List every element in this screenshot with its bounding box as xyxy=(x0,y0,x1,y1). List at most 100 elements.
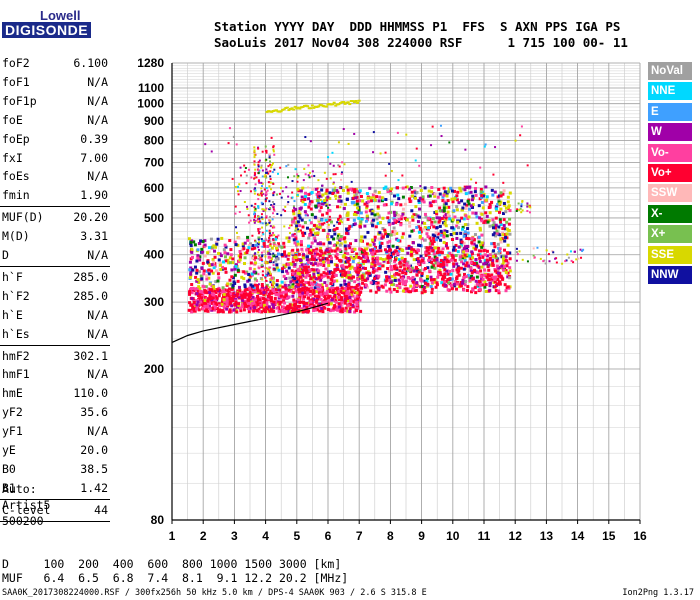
echo-point xyxy=(375,195,379,199)
echo-point xyxy=(393,277,397,281)
echo-point xyxy=(334,287,338,291)
echo-point xyxy=(200,267,204,271)
echo-point xyxy=(282,245,286,249)
echo-point xyxy=(337,308,341,312)
echo-point xyxy=(380,241,384,245)
echo-point xyxy=(248,303,252,307)
echo-point xyxy=(199,289,203,293)
echo-point xyxy=(367,200,371,204)
echo-point xyxy=(321,104,325,107)
echo-point xyxy=(373,277,377,281)
echo-point xyxy=(256,303,260,307)
echo-point xyxy=(346,260,350,264)
echo-point xyxy=(293,206,296,209)
echo-point xyxy=(397,258,401,262)
echo-point xyxy=(233,267,237,271)
echo-point xyxy=(494,289,498,293)
echo-point xyxy=(254,243,258,247)
echo-point xyxy=(468,207,472,211)
echo-point xyxy=(312,272,316,276)
x-tick-label: 5 xyxy=(293,529,300,543)
echo-point xyxy=(311,170,314,173)
echo-point xyxy=(520,205,523,208)
echo-point xyxy=(471,256,475,260)
echo-point xyxy=(470,290,474,294)
echo-point xyxy=(253,267,256,270)
echo-point xyxy=(247,272,251,276)
echo-point xyxy=(455,287,459,291)
echo-point xyxy=(317,269,321,273)
echo-point xyxy=(231,257,235,261)
echo-point xyxy=(429,278,433,282)
echo-point xyxy=(352,257,356,261)
echo-point xyxy=(423,279,427,283)
echo-point xyxy=(318,305,322,309)
echo-point xyxy=(234,243,238,247)
echo-point xyxy=(253,146,256,149)
echo-point xyxy=(272,225,275,228)
echo-point xyxy=(408,197,412,201)
echo-point xyxy=(262,241,266,245)
echo-point xyxy=(309,228,313,232)
echo-point xyxy=(328,103,331,106)
echo-point xyxy=(321,213,325,217)
echo-point xyxy=(342,287,346,291)
echo-point xyxy=(291,294,295,298)
echo-point xyxy=(498,247,502,251)
echo-point xyxy=(459,266,463,270)
y-tick-label: 1100 xyxy=(138,81,164,95)
echo-point xyxy=(320,283,324,287)
echo-point xyxy=(477,240,481,244)
echo-point xyxy=(375,249,379,253)
echo-point xyxy=(357,290,361,294)
echo-point xyxy=(387,269,391,273)
echo-point xyxy=(348,246,352,250)
echo-point xyxy=(189,244,193,248)
echo-point xyxy=(485,258,489,262)
echo-point xyxy=(579,248,582,251)
echo-point xyxy=(395,250,399,254)
echo-point xyxy=(291,209,295,213)
echo-point xyxy=(295,284,299,288)
echo-point xyxy=(438,218,442,222)
echo-point xyxy=(254,259,257,262)
echo-point xyxy=(315,299,319,303)
echo-point xyxy=(491,261,495,265)
autoscale-line-3: 500200 xyxy=(2,514,44,528)
echo-point xyxy=(271,171,274,174)
echo-point xyxy=(268,270,271,273)
echo-point xyxy=(340,296,344,300)
echo-point xyxy=(301,256,305,260)
echo-point xyxy=(484,211,488,215)
echo-point xyxy=(378,221,382,225)
echo-point xyxy=(526,210,529,213)
echo-point xyxy=(318,226,322,230)
echo-point xyxy=(491,255,495,259)
echo-point xyxy=(398,286,402,290)
echo-point xyxy=(403,202,407,206)
echo-point xyxy=(520,211,523,214)
echo-point xyxy=(222,293,226,297)
echo-point xyxy=(337,305,341,309)
echo-point xyxy=(250,306,254,310)
echo-point xyxy=(214,245,218,249)
echo-point xyxy=(398,280,402,284)
echo-point xyxy=(385,289,389,293)
echo-point xyxy=(371,209,375,213)
echo-point xyxy=(308,293,312,297)
echo-point xyxy=(253,160,256,163)
echo-point xyxy=(508,232,512,236)
echo-point xyxy=(239,306,243,310)
echo-point xyxy=(297,214,301,218)
echo-point xyxy=(441,221,445,225)
echo-point xyxy=(479,187,483,191)
x-tick-label: 10 xyxy=(446,529,460,543)
echo-point xyxy=(229,301,233,305)
echo-point xyxy=(423,226,427,230)
echo-point xyxy=(432,258,436,262)
echo-point xyxy=(460,227,464,231)
echo-point xyxy=(261,185,264,188)
echo-point xyxy=(443,200,447,204)
echo-point xyxy=(267,239,271,243)
echo-point xyxy=(423,266,427,270)
